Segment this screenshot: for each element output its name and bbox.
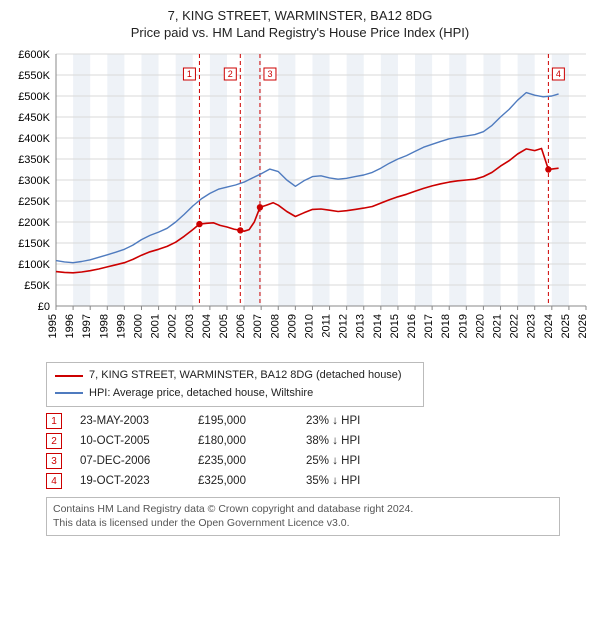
legend-row: HPI: Average price, detached house, Wilt… — [55, 385, 415, 403]
svg-text:2006: 2006 — [235, 314, 247, 338]
svg-text:1997: 1997 — [81, 314, 93, 338]
svg-text:2026: 2026 — [577, 314, 589, 338]
svg-text:£500K: £500K — [18, 91, 50, 103]
svg-text:2008: 2008 — [269, 314, 281, 338]
legend: 7, KING STREET, WARMINSTER, BA12 8DG (de… — [46, 362, 424, 407]
svg-text:2017: 2017 — [423, 314, 435, 338]
svg-text:2018: 2018 — [440, 314, 452, 338]
svg-text:2016: 2016 — [406, 314, 418, 338]
svg-text:£550K: £550K — [18, 70, 50, 82]
svg-text:2015: 2015 — [389, 314, 401, 338]
legend-swatch — [55, 392, 83, 394]
price-chart: £0 £50K £100K £150K £200K £250K £300K £350K £400… — [8, 46, 592, 356]
sales-row-price: £195,000 — [198, 415, 288, 427]
svg-text:2020: 2020 — [474, 314, 486, 338]
svg-text:£600K: £600K — [18, 49, 50, 61]
svg-text:£0: £0 — [38, 301, 50, 313]
legend-row: 7, KING STREET, WARMINSTER, BA12 8DG (de… — [55, 367, 415, 385]
svg-text:3: 3 — [267, 69, 272, 79]
footer-attribution: Contains HM Land Registry data © Crown c… — [46, 497, 560, 535]
sales-row-price: £180,000 — [198, 435, 288, 447]
svg-text:1999: 1999 — [115, 314, 127, 338]
svg-text:2004: 2004 — [201, 314, 213, 338]
sales-row-date: 10-OCT-2005 — [80, 435, 180, 447]
legend-swatch — [55, 375, 83, 377]
svg-text:2024: 2024 — [543, 314, 555, 338]
page-title: 7, KING STREET, WARMINSTER, BA12 8DG — [8, 8, 592, 23]
sales-row: 3 07-DEC-2006 £235,000 25% ↓ HPI — [46, 453, 592, 469]
svg-text:2019: 2019 — [457, 314, 469, 338]
sales-row: 1 23-MAY-2003 £195,000 23% ↓ HPI — [46, 413, 592, 429]
svg-text:£50K: £50K — [24, 280, 50, 292]
svg-text:2: 2 — [228, 69, 233, 79]
sales-row: 4 19-OCT-2023 £325,000 35% ↓ HPI — [46, 473, 592, 489]
svg-text:£100K: £100K — [18, 259, 50, 271]
sales-row-marker: 4 — [46, 473, 62, 489]
svg-text:1996: 1996 — [64, 314, 76, 338]
sales-row-marker: 1 — [46, 413, 62, 429]
page-subtitle: Price paid vs. HM Land Registry's House … — [8, 25, 592, 40]
svg-text:£250K: £250K — [18, 196, 50, 208]
svg-text:2013: 2013 — [355, 314, 367, 338]
svg-text:2007: 2007 — [252, 314, 264, 338]
svg-text:£300K: £300K — [18, 175, 50, 187]
svg-text:2022: 2022 — [509, 314, 521, 338]
svg-text:2014: 2014 — [372, 314, 384, 338]
svg-text:1998: 1998 — [98, 314, 110, 338]
sales-row: 2 10-OCT-2005 £180,000 38% ↓ HPI — [46, 433, 592, 449]
svg-text:2000: 2000 — [132, 314, 144, 338]
svg-text:2009: 2009 — [286, 314, 298, 338]
svg-text:2003: 2003 — [184, 314, 196, 338]
svg-text:£150K: £150K — [18, 238, 50, 250]
sales-row-delta: 38% ↓ HPI — [306, 435, 396, 447]
svg-text:2012: 2012 — [338, 314, 350, 338]
sales-row-date: 07-DEC-2006 — [80, 455, 180, 467]
svg-text:2011: 2011 — [321, 314, 333, 338]
footer-line-1: Contains HM Land Registry data © Crown c… — [53, 502, 553, 516]
legend-label: HPI: Average price, detached house, Wilt… — [89, 385, 313, 403]
sales-row-delta: 35% ↓ HPI — [306, 475, 396, 487]
svg-text:2010: 2010 — [303, 314, 315, 338]
sales-row-price: £325,000 — [198, 475, 288, 487]
svg-text:£400K: £400K — [18, 133, 50, 145]
sales-row-delta: 25% ↓ HPI — [306, 455, 396, 467]
svg-text:2002: 2002 — [167, 314, 179, 338]
svg-text:4: 4 — [556, 69, 561, 79]
sales-row-delta: 23% ↓ HPI — [306, 415, 396, 427]
svg-text:£200K: £200K — [18, 217, 50, 229]
svg-text:£350K: £350K — [18, 154, 50, 166]
sales-row-marker: 3 — [46, 453, 62, 469]
svg-text:2023: 2023 — [526, 314, 538, 338]
svg-text:2021: 2021 — [492, 314, 504, 338]
sales-row-price: £235,000 — [198, 455, 288, 467]
sales-row-marker: 2 — [46, 433, 62, 449]
chart-container: £0 £50K £100K £150K £200K £250K £300K £350K £400… — [8, 46, 592, 356]
svg-text:2025: 2025 — [560, 314, 572, 338]
svg-text:1: 1 — [187, 69, 192, 79]
legend-label: 7, KING STREET, WARMINSTER, BA12 8DG (de… — [89, 367, 402, 385]
svg-text:£450K: £450K — [18, 112, 50, 124]
sales-row-date: 23-MAY-2003 — [80, 415, 180, 427]
svg-text:1995: 1995 — [47, 314, 59, 338]
sales-row-date: 19-OCT-2023 — [80, 475, 180, 487]
svg-text:2005: 2005 — [218, 314, 230, 338]
sales-table: 1 23-MAY-2003 £195,000 23% ↓ HPI 2 10-OCT-200… — [46, 413, 592, 489]
footer-line-2: This data is licensed under the Open Gov… — [53, 516, 553, 530]
svg-text:2001: 2001 — [150, 314, 162, 338]
